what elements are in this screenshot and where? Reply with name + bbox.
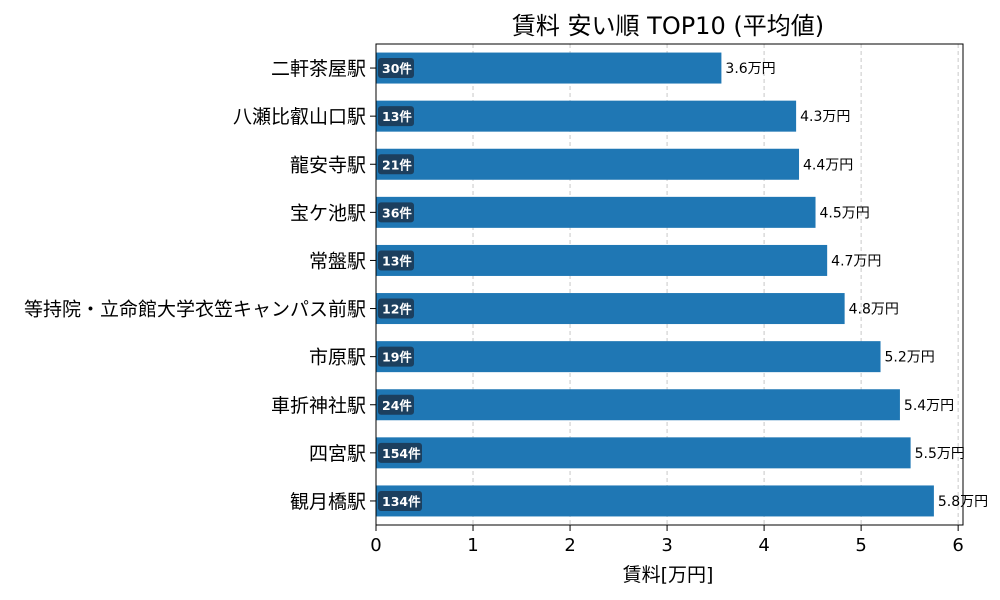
x-tick-label: 2 — [564, 535, 575, 556]
x-tick-label: 5 — [855, 535, 866, 556]
bar — [376, 485, 934, 517]
bar — [376, 293, 845, 325]
count-label: 19件 — [382, 350, 412, 365]
bars: 3.6万円 30件 4.3万円 13件 4.4万円 21件 4.5万円 36件 4.7万円 13件… — [376, 52, 988, 517]
category-label: 観月橋駅 — [290, 491, 366, 513]
count-label: 12件 — [382, 302, 412, 317]
count-label: 13件 — [382, 109, 412, 124]
count-label: 13件 — [382, 253, 412, 268]
category-label: 市原駅 — [309, 347, 366, 369]
count-label: 30件 — [382, 61, 412, 76]
value-label: 4.8万円 — [849, 302, 899, 318]
category-label: 車折神社駅 — [271, 395, 366, 417]
x-tick-label: 4 — [758, 535, 769, 556]
x-axis-label: 賃料[万円] — [623, 564, 714, 586]
category-label: 等持院・立命館大学衣笠キャンパス前駅 — [24, 299, 366, 321]
bar — [376, 52, 722, 84]
bar — [376, 437, 911, 469]
x-tick-label: 1 — [467, 535, 478, 556]
bar — [376, 148, 800, 180]
count-badge — [378, 106, 414, 127]
chart-title: 賃料 安い順 TOP10 (平均値) — [512, 12, 824, 40]
value-label: 4.3万円 — [800, 109, 850, 125]
axes: 0 1 2 3 4 5 6 二軒茶屋駅八瀬比叡山口駅龍安寺駅宝ケ池駅常盤駅等持院・立命館大学衣… — [24, 58, 964, 556]
value-label: 4.7万円 — [831, 253, 881, 269]
category-label: 龍安寺駅 — [290, 154, 366, 176]
x-tick-label: 3 — [661, 535, 672, 556]
count-badge — [378, 58, 414, 79]
count-label: 154件 — [382, 446, 421, 461]
count-label: 36件 — [382, 205, 412, 220]
count-badge — [378, 298, 414, 319]
bar — [376, 244, 828, 276]
bar — [376, 389, 900, 421]
bar — [376, 341, 881, 373]
count-badge — [378, 346, 414, 367]
value-label: 4.5万円 — [820, 205, 870, 221]
count-label: 134件 — [382, 494, 421, 509]
category-label: 二軒茶屋駅 — [271, 58, 366, 80]
count-label: 24件 — [382, 398, 412, 413]
value-label: 5.2万円 — [885, 350, 935, 366]
count-badge — [378, 442, 422, 463]
value-label: 4.4万円 — [803, 157, 853, 173]
category-label: 八瀬比叡山口駅 — [233, 106, 366, 128]
category-label: 宝ケ池駅 — [290, 202, 366, 224]
count-badge — [378, 490, 422, 511]
bar — [376, 100, 797, 132]
category-label: 四宮駅 — [309, 443, 366, 465]
plot-frame — [375, 43, 964, 526]
value-label: 5.4万円 — [904, 398, 954, 414]
count-badge — [378, 202, 414, 223]
count-badge — [378, 394, 414, 415]
category-label: 常盤駅 — [309, 250, 366, 272]
value-label: 3.6万円 — [725, 61, 775, 77]
x-tick-label: 0 — [370, 535, 381, 556]
count-badge — [378, 250, 414, 271]
x-tick-label: 6 — [952, 535, 963, 556]
count-badge — [378, 154, 414, 175]
count-label: 21件 — [382, 157, 412, 172]
bar — [376, 196, 816, 228]
value-label: 5.5万円 — [915, 446, 965, 462]
